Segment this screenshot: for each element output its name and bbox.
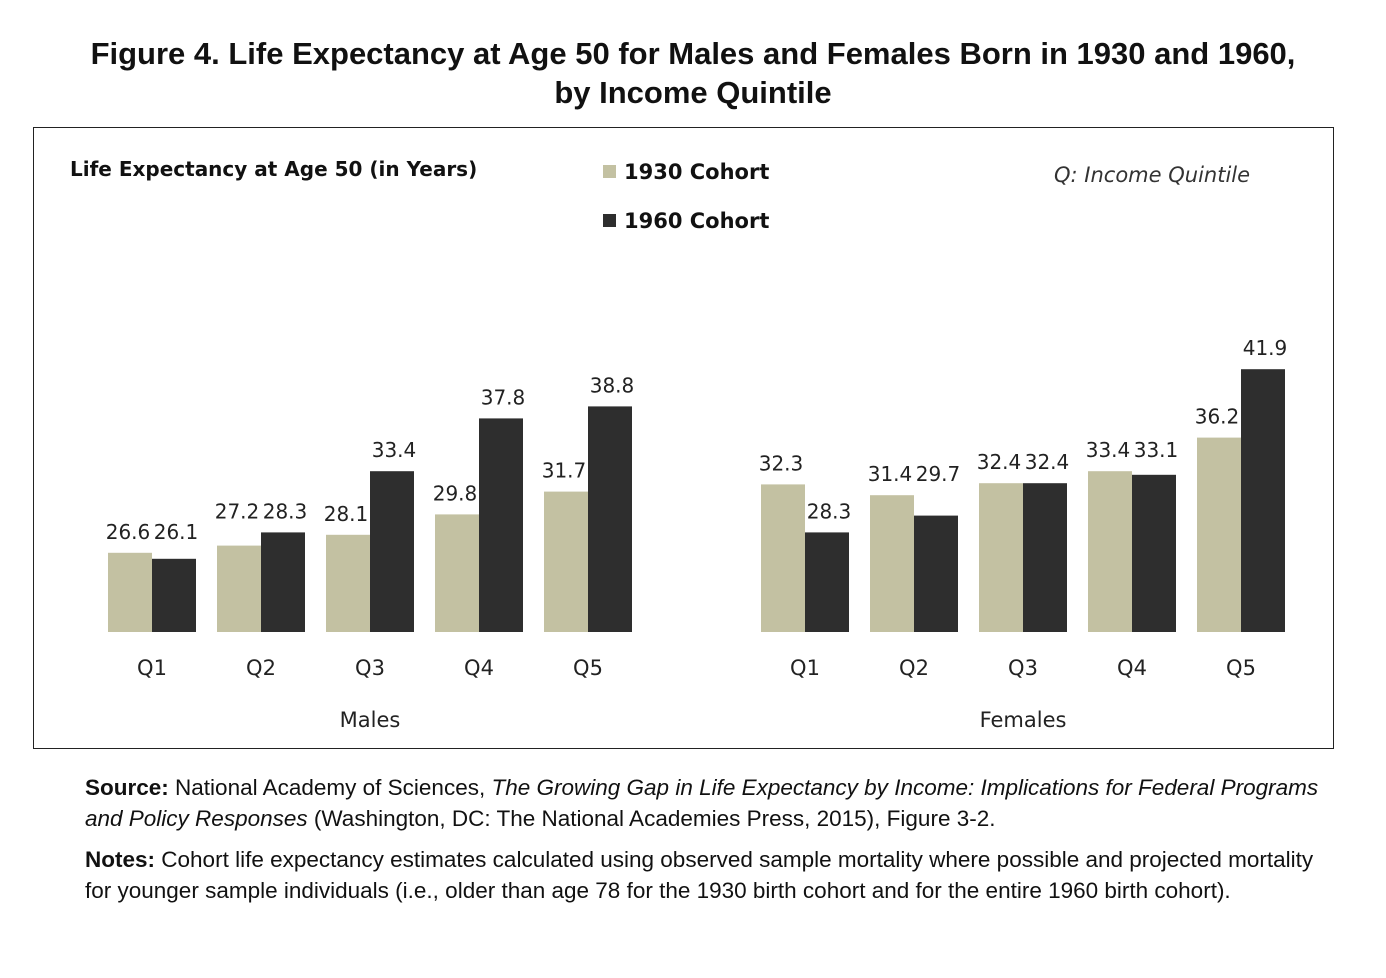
bar-males-q5-s1960: [588, 406, 632, 632]
figure-title-line1: Figure 4. Life Expectancy at Age 50 for …: [90, 36, 1296, 71]
bar-males-q4-s1930: [435, 514, 479, 632]
value-label-males-q2-s1960: 28.3: [263, 499, 308, 523]
tick-label-males-q5: Q5: [573, 656, 603, 680]
value-label-females-q4-s1960: 33.1: [1134, 438, 1179, 462]
legend-label-s1930: 1930 Cohort: [624, 160, 769, 184]
tick-label-females-q4: Q4: [1117, 656, 1147, 680]
legend-swatch-s1960: [603, 214, 616, 227]
tick-label-females-q3: Q3: [1008, 656, 1038, 680]
group-label-males: Males: [340, 708, 401, 732]
bar-females-q1-s1930: [761, 484, 805, 632]
notes-paragraph: Notes: Cohort life expectancy estimates …: [85, 844, 1325, 906]
notes-label: Notes:: [85, 847, 156, 872]
bar-females-q1-s1960: [805, 532, 849, 632]
bar-males-q4-s1960: [479, 418, 523, 632]
bar-chart: Life Expectancy at Age 50 (in Years) 1930…: [70, 157, 1288, 732]
chart-frame: Life Expectancy at Age 50 (in Years) 1930…: [33, 127, 1334, 749]
value-label-females-q5-s1930: 36.2: [1195, 405, 1240, 429]
value-label-females-q3-s1930: 32.4: [977, 450, 1022, 474]
value-label-males-q5-s1960: 38.8: [590, 373, 635, 397]
y-axis-label: Life Expectancy at Age 50 (in Years): [70, 157, 477, 181]
value-label-males-q5-s1930: 31.7: [542, 459, 587, 483]
bar-males-q1-s1930: [108, 552, 152, 632]
tick-label-males-q1: Q1: [137, 656, 167, 680]
value-label-males-q4-s1930: 29.8: [433, 481, 478, 505]
value-label-females-q2-s1930: 31.4: [868, 462, 913, 486]
bar-males-q5-s1930: [544, 491, 588, 632]
value-label-females-q1-s1960: 28.3: [807, 499, 852, 523]
value-label-males-q1-s1930: 26.6: [106, 520, 151, 544]
tick-label-males-q4: Q4: [464, 656, 494, 680]
value-label-males-q2-s1930: 27.2: [215, 499, 260, 523]
value-label-males-q4-s1960: 37.8: [481, 385, 526, 409]
notes-text: Cohort life expectancy estimates calcula…: [85, 847, 1314, 903]
value-label-females-q4-s1930: 33.4: [1086, 438, 1131, 462]
value-label-females-q5-s1960: 41.9: [1243, 336, 1288, 360]
bar-females-q3-s1930: [979, 483, 1023, 632]
tick-label-males-q2: Q2: [246, 656, 276, 680]
figure-title: Figure 4. Life Expectancy at Age 50 for …: [0, 34, 1386, 112]
bar-males-q2-s1930: [217, 545, 261, 632]
legend-swatch-s1930: [603, 165, 616, 178]
tick-label-females-q1: Q1: [790, 656, 820, 680]
source-title: The Growing Gap in Life Expectancy by In…: [85, 775, 1319, 831]
annotation-income-quintile: Q: Income Quintile: [1054, 163, 1250, 187]
bar-males-q2-s1960: [261, 532, 305, 632]
bar-females-q5-s1960: [1241, 369, 1285, 632]
bar-females-q5-s1930: [1197, 437, 1241, 632]
source-org: National Academy of Sciences,: [175, 775, 486, 800]
source-rest: (Washington, DC: The National Academies …: [313, 806, 996, 831]
bar-males-q3-s1930: [326, 534, 370, 632]
bar-males-q3-s1960: [370, 471, 414, 632]
value-label-females-q1-s1930: 32.3: [759, 451, 804, 475]
source-paragraph: Source: National Academy of Sciences, Th…: [85, 772, 1325, 834]
tick-label-males-q3: Q3: [355, 656, 385, 680]
value-label-females-q2-s1960: 29.7: [916, 462, 961, 486]
group-label-females: Females: [980, 708, 1067, 732]
legend-label-s1960: 1960 Cohort: [624, 209, 769, 233]
value-label-males-q3-s1930: 28.1: [324, 502, 369, 526]
bar-females-q4-s1930: [1088, 471, 1132, 632]
bar-females-q3-s1960: [1023, 483, 1067, 632]
bar-females-q2-s1960: [914, 515, 958, 632]
source-label: Source:: [85, 775, 169, 800]
bar-males-q1-s1960: [152, 558, 196, 632]
bar-females-q4-s1960: [1132, 474, 1176, 632]
figure-notes: Source: National Academy of Sciences, Th…: [85, 772, 1325, 916]
value-label-males-q3-s1960: 33.4: [372, 438, 417, 462]
bar-females-q2-s1930: [870, 495, 914, 632]
tick-label-females-q2: Q2: [899, 656, 929, 680]
figure-title-line2: by Income Quintile: [554, 75, 832, 110]
value-label-males-q1-s1960: 26.1: [154, 520, 199, 544]
value-label-females-q3-s1960: 32.4: [1025, 450, 1070, 474]
tick-label-females-q5: Q5: [1226, 656, 1256, 680]
